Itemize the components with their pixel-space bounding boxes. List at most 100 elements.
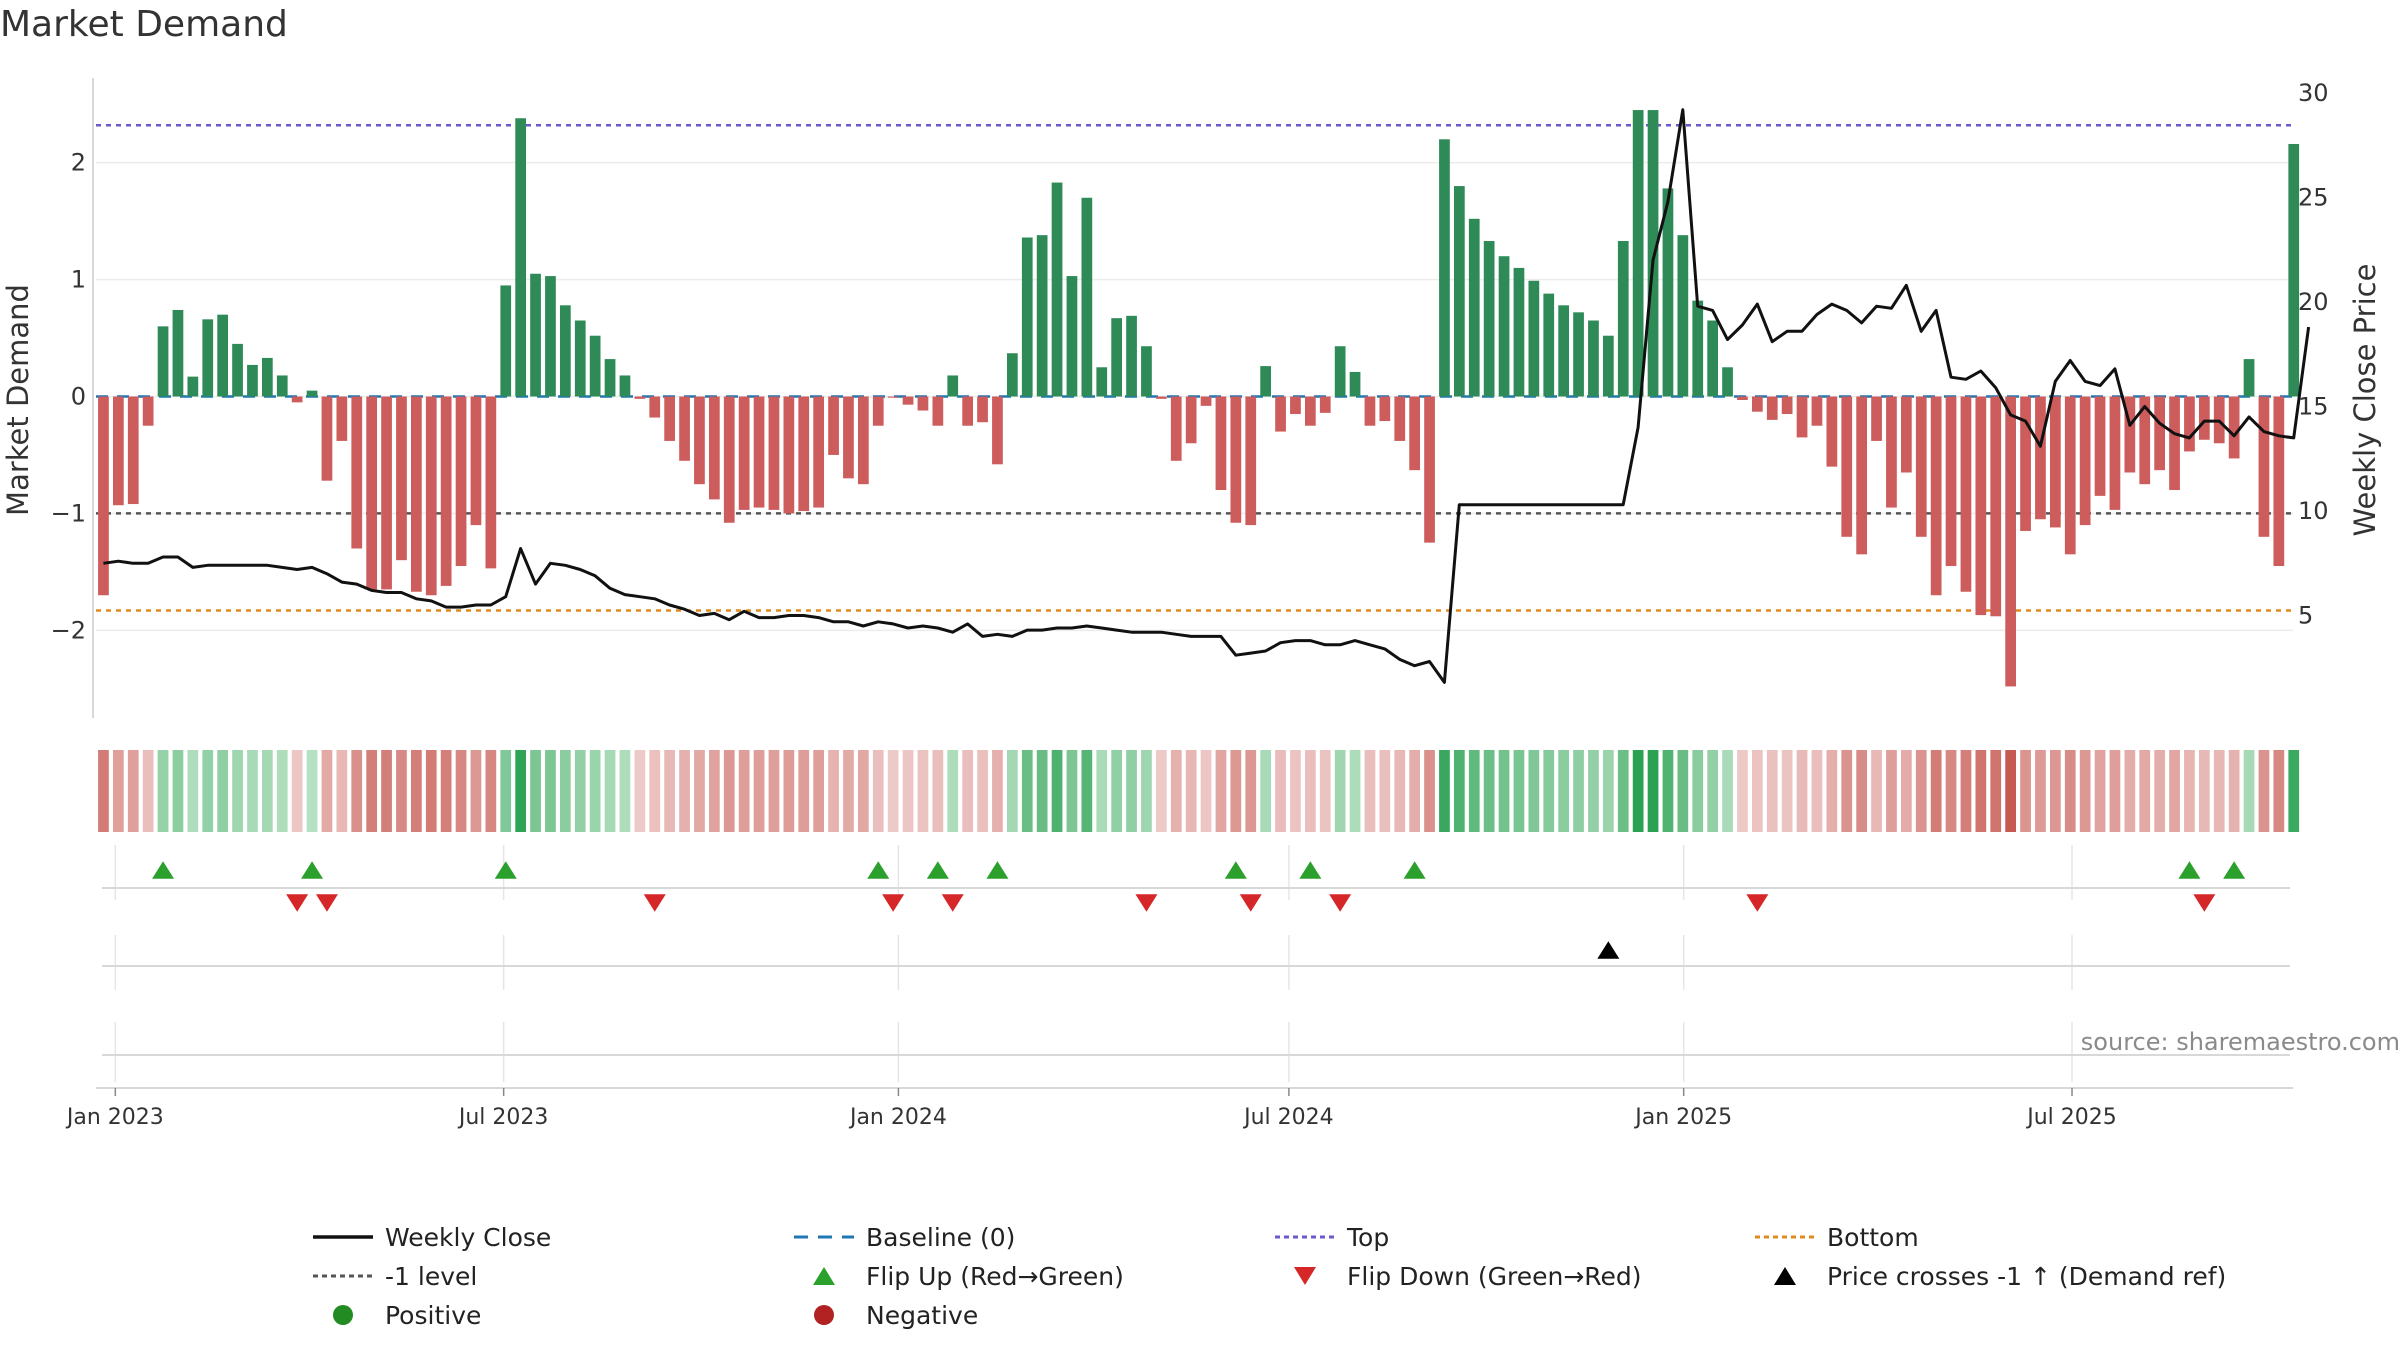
heat-cell bbox=[2049, 750, 2061, 832]
legend-swatch bbox=[813, 1267, 835, 1285]
heat-cell bbox=[1796, 750, 1808, 832]
heat-cell bbox=[157, 750, 169, 832]
demand-bar-negative bbox=[2020, 396, 2031, 531]
demand-bar-negative bbox=[2258, 396, 2270, 537]
flip-markers bbox=[152, 861, 2246, 959]
demand-bar-positive bbox=[1006, 353, 1018, 397]
heat-cell bbox=[1781, 750, 1793, 832]
demand-bar-negative bbox=[977, 396, 988, 423]
heat-cell bbox=[336, 750, 348, 832]
demand-bar-positive bbox=[172, 309, 184, 397]
heat-cell bbox=[232, 750, 243, 832]
demand-bar-negative bbox=[2049, 396, 2061, 528]
heat-cell bbox=[425, 750, 437, 832]
demand-bar-positive bbox=[589, 335, 601, 397]
heat-cell bbox=[1066, 750, 1078, 832]
heat-cell bbox=[2035, 750, 2046, 832]
demand-bar-negative bbox=[738, 396, 750, 510]
heat-cell bbox=[1722, 750, 1733, 832]
demand-bar-negative bbox=[2035, 396, 2046, 520]
y2-tick-label: 15 bbox=[2298, 393, 2329, 421]
demand-bar-negative bbox=[1766, 396, 1778, 420]
heat-cell bbox=[1811, 750, 1823, 832]
demand-bar-positive bbox=[261, 357, 273, 397]
y2-tick-label: 30 bbox=[2298, 79, 2329, 107]
demand-bar-positive bbox=[1498, 256, 1510, 397]
demand-bar-negative bbox=[723, 396, 735, 523]
demand-bar-negative bbox=[1960, 396, 1972, 592]
demand-bar-positive bbox=[559, 305, 571, 397]
legend-item: Flip Up (Red→Green) bbox=[813, 1262, 1124, 1291]
flip-up-marker bbox=[867, 861, 890, 879]
demand-bar-negative bbox=[1945, 396, 1957, 567]
demand-bar-positive bbox=[1483, 241, 1495, 397]
flip-up-marker bbox=[2178, 861, 2201, 879]
heat-cell bbox=[1230, 750, 1242, 832]
demand-bar-negative bbox=[1841, 396, 1853, 537]
demand-bar-positive bbox=[306, 390, 318, 397]
legend-swatch bbox=[1294, 1267, 1316, 1285]
heat-cell bbox=[2184, 750, 2195, 832]
heat-cell bbox=[1245, 750, 1257, 832]
demand-bar-negative bbox=[634, 396, 646, 399]
flip-up-marker bbox=[152, 861, 175, 879]
heat-cell bbox=[1275, 750, 1286, 832]
demand-bar-negative bbox=[813, 396, 825, 508]
demand-bar-negative bbox=[1975, 396, 1987, 616]
demand-bar-negative bbox=[2273, 396, 2285, 567]
heat-cell bbox=[589, 750, 601, 832]
demand-bar-negative bbox=[366, 396, 378, 590]
heat-cell bbox=[2154, 750, 2166, 832]
heat-cell bbox=[1513, 750, 1525, 832]
flip-down-marker bbox=[1746, 894, 1769, 912]
heat-cell bbox=[1945, 750, 1957, 832]
demand-bar-positive bbox=[247, 364, 258, 397]
demand-bar-positive bbox=[232, 343, 243, 397]
heat-cell bbox=[545, 750, 556, 832]
heat-cell bbox=[112, 750, 124, 832]
demand-bar-positive bbox=[1141, 346, 1152, 397]
demand-bar-negative bbox=[1379, 396, 1391, 422]
heat-cell bbox=[1006, 750, 1018, 832]
heat-cell bbox=[604, 750, 616, 832]
heat-cell bbox=[1468, 750, 1480, 832]
legend-label: Negative bbox=[866, 1301, 978, 1330]
legend-label: Top bbox=[1346, 1223, 1389, 1252]
heat-cell bbox=[2243, 750, 2255, 832]
demand-bar-negative bbox=[470, 396, 482, 526]
heat-cell bbox=[1692, 750, 1704, 832]
demand-bar-positive bbox=[574, 320, 586, 397]
demand-bar-positive bbox=[1036, 235, 1048, 397]
flip-up-marker bbox=[926, 861, 949, 879]
demand-bar-negative bbox=[291, 396, 303, 403]
demand-bar-negative bbox=[872, 396, 884, 426]
heat-cell bbox=[455, 750, 467, 832]
demand-bar-positive bbox=[530, 273, 541, 397]
heat-cell bbox=[1528, 750, 1540, 832]
demand-bar-positive bbox=[1543, 293, 1555, 397]
heat-cell bbox=[753, 750, 765, 832]
demand-bars bbox=[98, 110, 2300, 687]
heat-cell bbox=[947, 750, 959, 832]
demand-bar-negative bbox=[1290, 396, 1301, 415]
heat-cell bbox=[1900, 750, 1912, 832]
legend-label: Price crosses -1 ↑ (Demand ref) bbox=[1827, 1262, 2226, 1291]
demand-bar-negative bbox=[783, 396, 795, 514]
demand-bar-positive bbox=[1051, 182, 1063, 397]
heat-cell bbox=[1707, 750, 1719, 832]
demand-bar-negative bbox=[664, 396, 676, 441]
heat-cell bbox=[530, 750, 541, 832]
flip-down-marker bbox=[1239, 894, 1262, 912]
legend-swatch bbox=[814, 1305, 834, 1325]
legend-swatch bbox=[333, 1305, 353, 1325]
demand-bar-negative bbox=[1185, 396, 1197, 444]
heat-cell bbox=[798, 750, 810, 832]
demand-bar-positive bbox=[1096, 367, 1108, 397]
y-tick-label: −1 bbox=[51, 499, 86, 527]
legend-label: Positive bbox=[385, 1301, 481, 1330]
heat-cell bbox=[1915, 750, 1927, 832]
demand-bar-negative bbox=[2198, 396, 2210, 440]
heat-cell bbox=[1886, 750, 1897, 832]
heat-cell bbox=[574, 750, 586, 832]
heat-cell bbox=[1543, 750, 1555, 832]
